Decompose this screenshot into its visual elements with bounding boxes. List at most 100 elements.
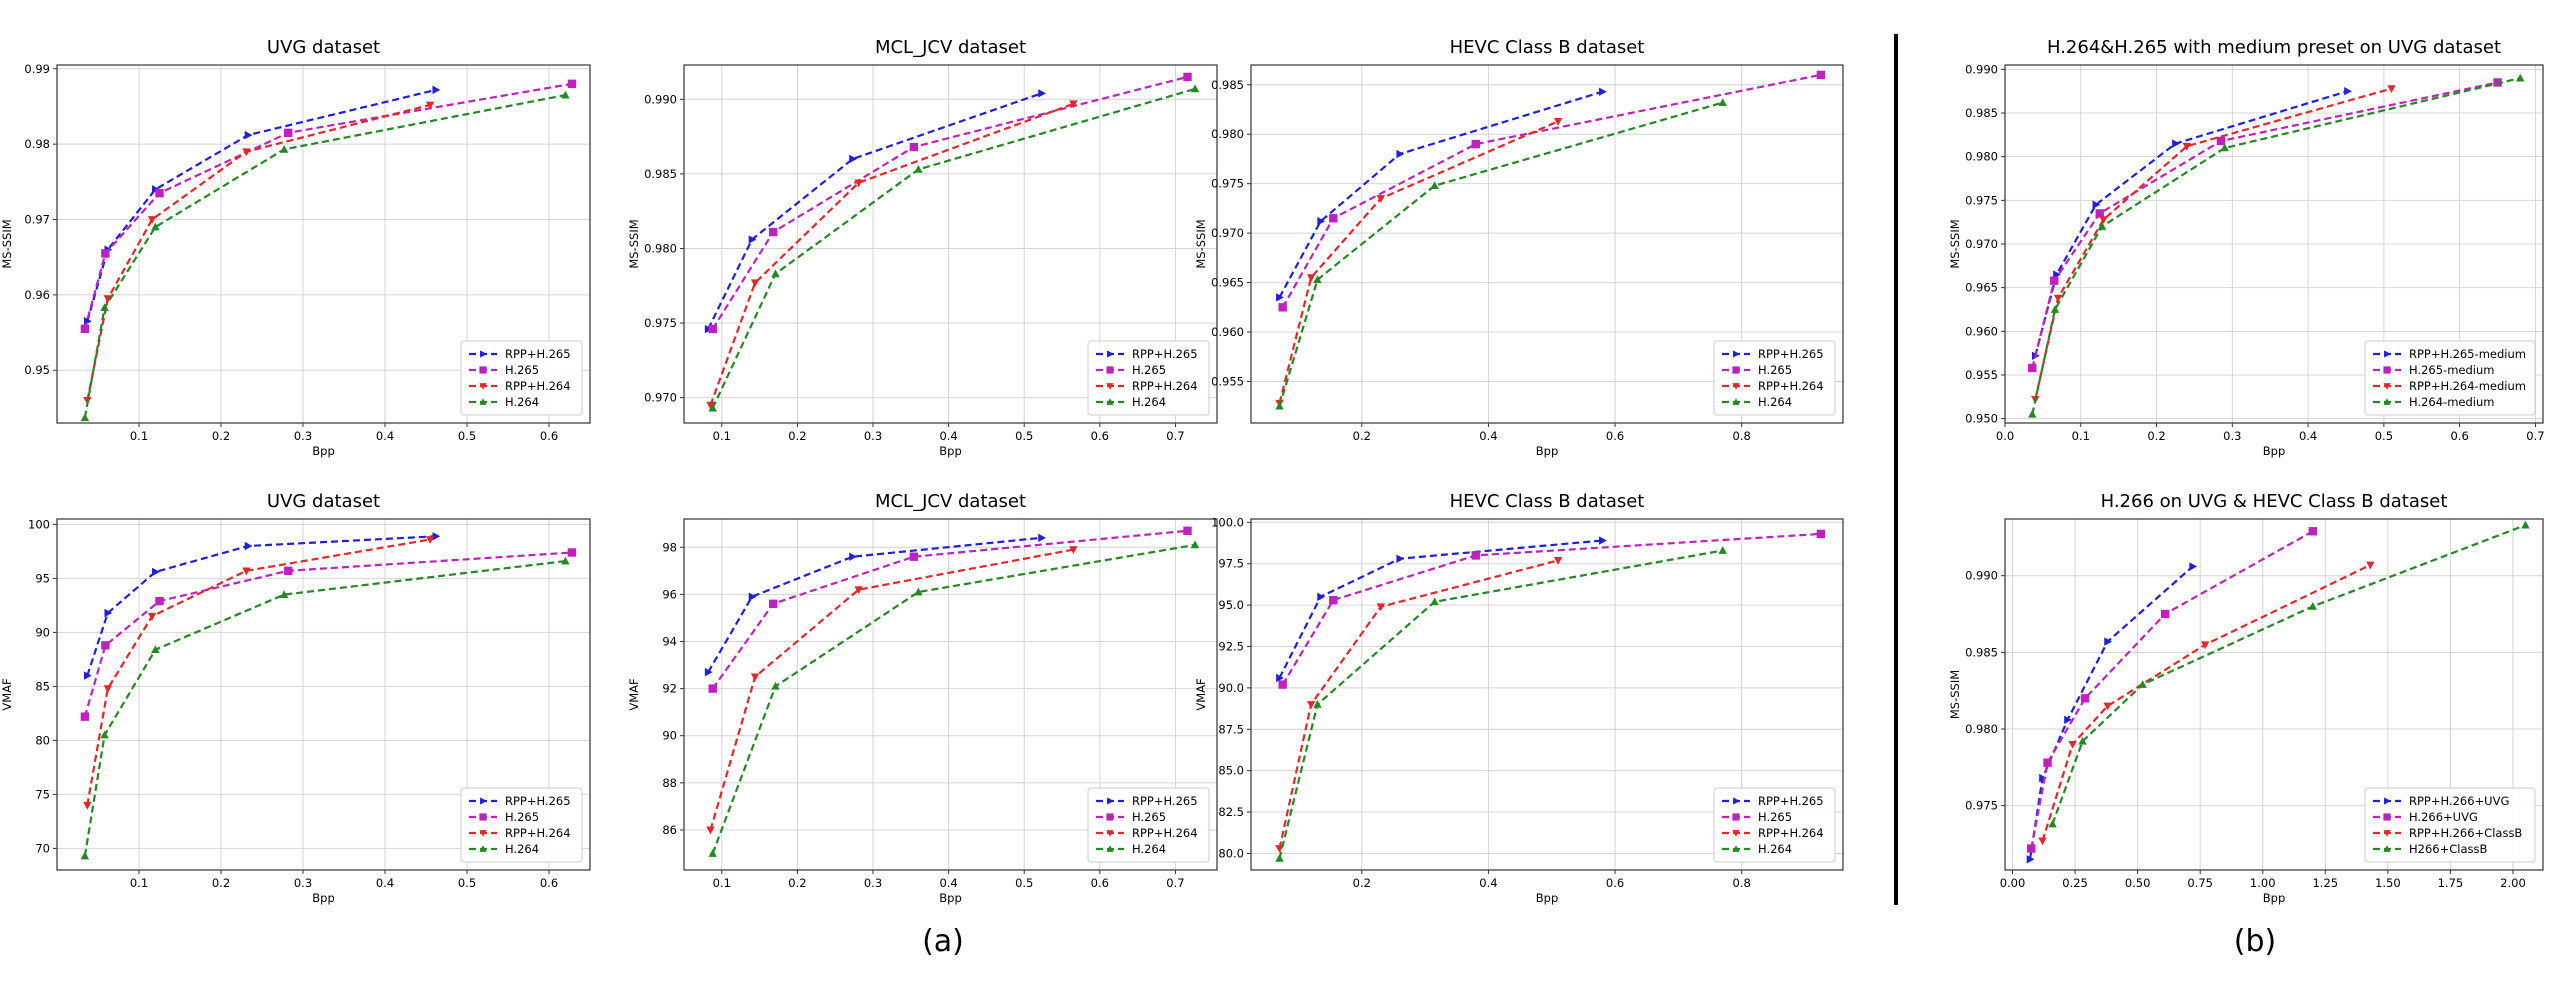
data-point	[1376, 603, 1385, 612]
data-point	[432, 532, 441, 541]
y-tick-label: 0.99	[24, 62, 50, 76]
data-point	[1306, 701, 1316, 709]
x-tick-label: 0.4	[2299, 429, 2317, 443]
series-line	[1278, 549, 1723, 859]
data-point	[100, 303, 109, 312]
x-tick-label: 0.5	[458, 876, 476, 890]
legend-marker	[1107, 797, 1114, 805]
legend-marker	[1732, 383, 1740, 390]
chart-mcl-vmaf: 0.1 0.2 0.3 0.4 0.5 0.6 0.7 86 88 90 92 94 96 98 MCL_J…	[627, 491, 1218, 905]
x-tick-label: 0.2	[212, 876, 230, 890]
series-h-264	[80, 90, 570, 422]
data-point	[1329, 214, 1338, 223]
y-tick-label: 0.955	[1965, 368, 1998, 382]
x-tick-label: 1.50	[2375, 876, 2401, 890]
legend: RPP+H.265 H.265 RPP+H.264 H.264	[460, 340, 583, 416]
plot-frame	[2004, 518, 2544, 871]
x-tick-label: 0.7	[1166, 876, 1184, 890]
x-tick-label: 2.00	[2500, 876, 2526, 890]
plot-frame	[56, 64, 591, 424]
data-point	[2344, 86, 2352, 96]
data-point	[1276, 673, 1284, 683]
series-h-265	[1278, 70, 1826, 312]
data-point	[854, 586, 863, 595]
x-axis-label: Bpp	[2263, 444, 2286, 458]
legend-marker	[1106, 830, 1114, 837]
data-point	[704, 667, 713, 677]
legend-label: H.264	[505, 842, 539, 856]
y-tick-label: 95	[35, 571, 50, 585]
data-point	[750, 279, 760, 288]
legend-marker	[1732, 366, 1740, 374]
data-point	[279, 590, 289, 598]
data-point	[708, 324, 717, 334]
x-tick-label: 0.2	[788, 429, 806, 443]
x-tick-label: 0.1	[2072, 429, 2090, 443]
legend-label: H.264	[1758, 395, 1792, 409]
series-line	[2034, 87, 2392, 400]
series-rpp-h-265-medium	[2031, 86, 2352, 360]
series-line	[1278, 539, 1603, 679]
data-point	[909, 552, 919, 561]
data-point	[1313, 700, 1322, 708]
x-tick-label: 0.3	[864, 429, 882, 443]
x-tick-label: 0.1	[130, 429, 148, 443]
data-point	[101, 641, 110, 650]
chart-title: UVG dataset	[267, 491, 380, 512]
x-axis-label: Bpp	[1536, 444, 1559, 458]
data-point	[151, 222, 160, 231]
data-point	[80, 851, 90, 860]
data-point	[2050, 276, 2059, 285]
data-point	[854, 179, 863, 188]
series-rpp-h-264	[83, 536, 435, 810]
legend-label: H266+ClassB	[2409, 842, 2487, 856]
y-tick-label: 0.960	[1211, 325, 1244, 339]
y-axis-label: MS-SSIM	[0, 219, 14, 268]
legend-marker	[2383, 845, 2391, 852]
y-axis-label: MS-SSIM	[1948, 670, 1962, 719]
data-point	[1430, 597, 1439, 606]
data-point	[1276, 293, 1284, 302]
y-tick-label: 0.980	[1211, 127, 1244, 141]
data-point	[567, 79, 577, 89]
y-tick-label: 0.970	[1965, 237, 1998, 251]
series-line	[711, 87, 1196, 409]
legend-label: H.264	[505, 395, 539, 409]
y-tick-label: 90.0	[1218, 681, 1244, 695]
plot-frame	[683, 64, 1218, 424]
chart-uvg-msssim: 0.1 0.2 0.3 0.4 0.5 0.6 0.95 0.96 0.97 0.98 0.99 UV…	[0, 37, 591, 458]
legend-label: RPP+H.265	[505, 794, 571, 808]
legend-label: H.264	[1758, 842, 1792, 856]
data-point	[849, 552, 858, 561]
x-tick-label: 0.2	[1353, 429, 1371, 443]
data-point	[2220, 143, 2229, 152]
series-line	[1278, 90, 1603, 298]
x-tick-label: 0.50	[2125, 876, 2151, 890]
data-point	[1038, 533, 1047, 543]
y-tick-label: 0.975	[1211, 177, 1244, 191]
data-point	[425, 101, 435, 110]
data-point	[2048, 819, 2057, 828]
legend-box	[2364, 787, 2536, 863]
data-point	[2099, 216, 2108, 224]
series-line	[711, 75, 1188, 330]
data-point	[425, 536, 435, 544]
x-tick-label: 0.8	[1733, 429, 1751, 443]
data-point	[708, 684, 717, 693]
y-tick-label: 0.990	[1965, 569, 1998, 583]
data-point	[242, 567, 251, 576]
data-point	[914, 587, 923, 596]
legend-marker	[2383, 398, 2391, 405]
data-point	[1396, 149, 1405, 159]
series-line	[709, 548, 1074, 831]
legend-marker	[1733, 350, 1740, 358]
x-tick-label: 0.1	[713, 876, 731, 890]
data-point	[1183, 72, 1192, 82]
legend-marker	[479, 830, 487, 837]
legend-marker	[1732, 830, 1740, 837]
chart-title: H.264&H.265 with medium preset on UVG da…	[2047, 37, 2501, 58]
x-tick-label: 0.5	[1015, 876, 1033, 890]
y-axis-label: VMAF	[0, 678, 14, 710]
data-point	[2028, 363, 2037, 373]
data-point	[706, 826, 715, 835]
